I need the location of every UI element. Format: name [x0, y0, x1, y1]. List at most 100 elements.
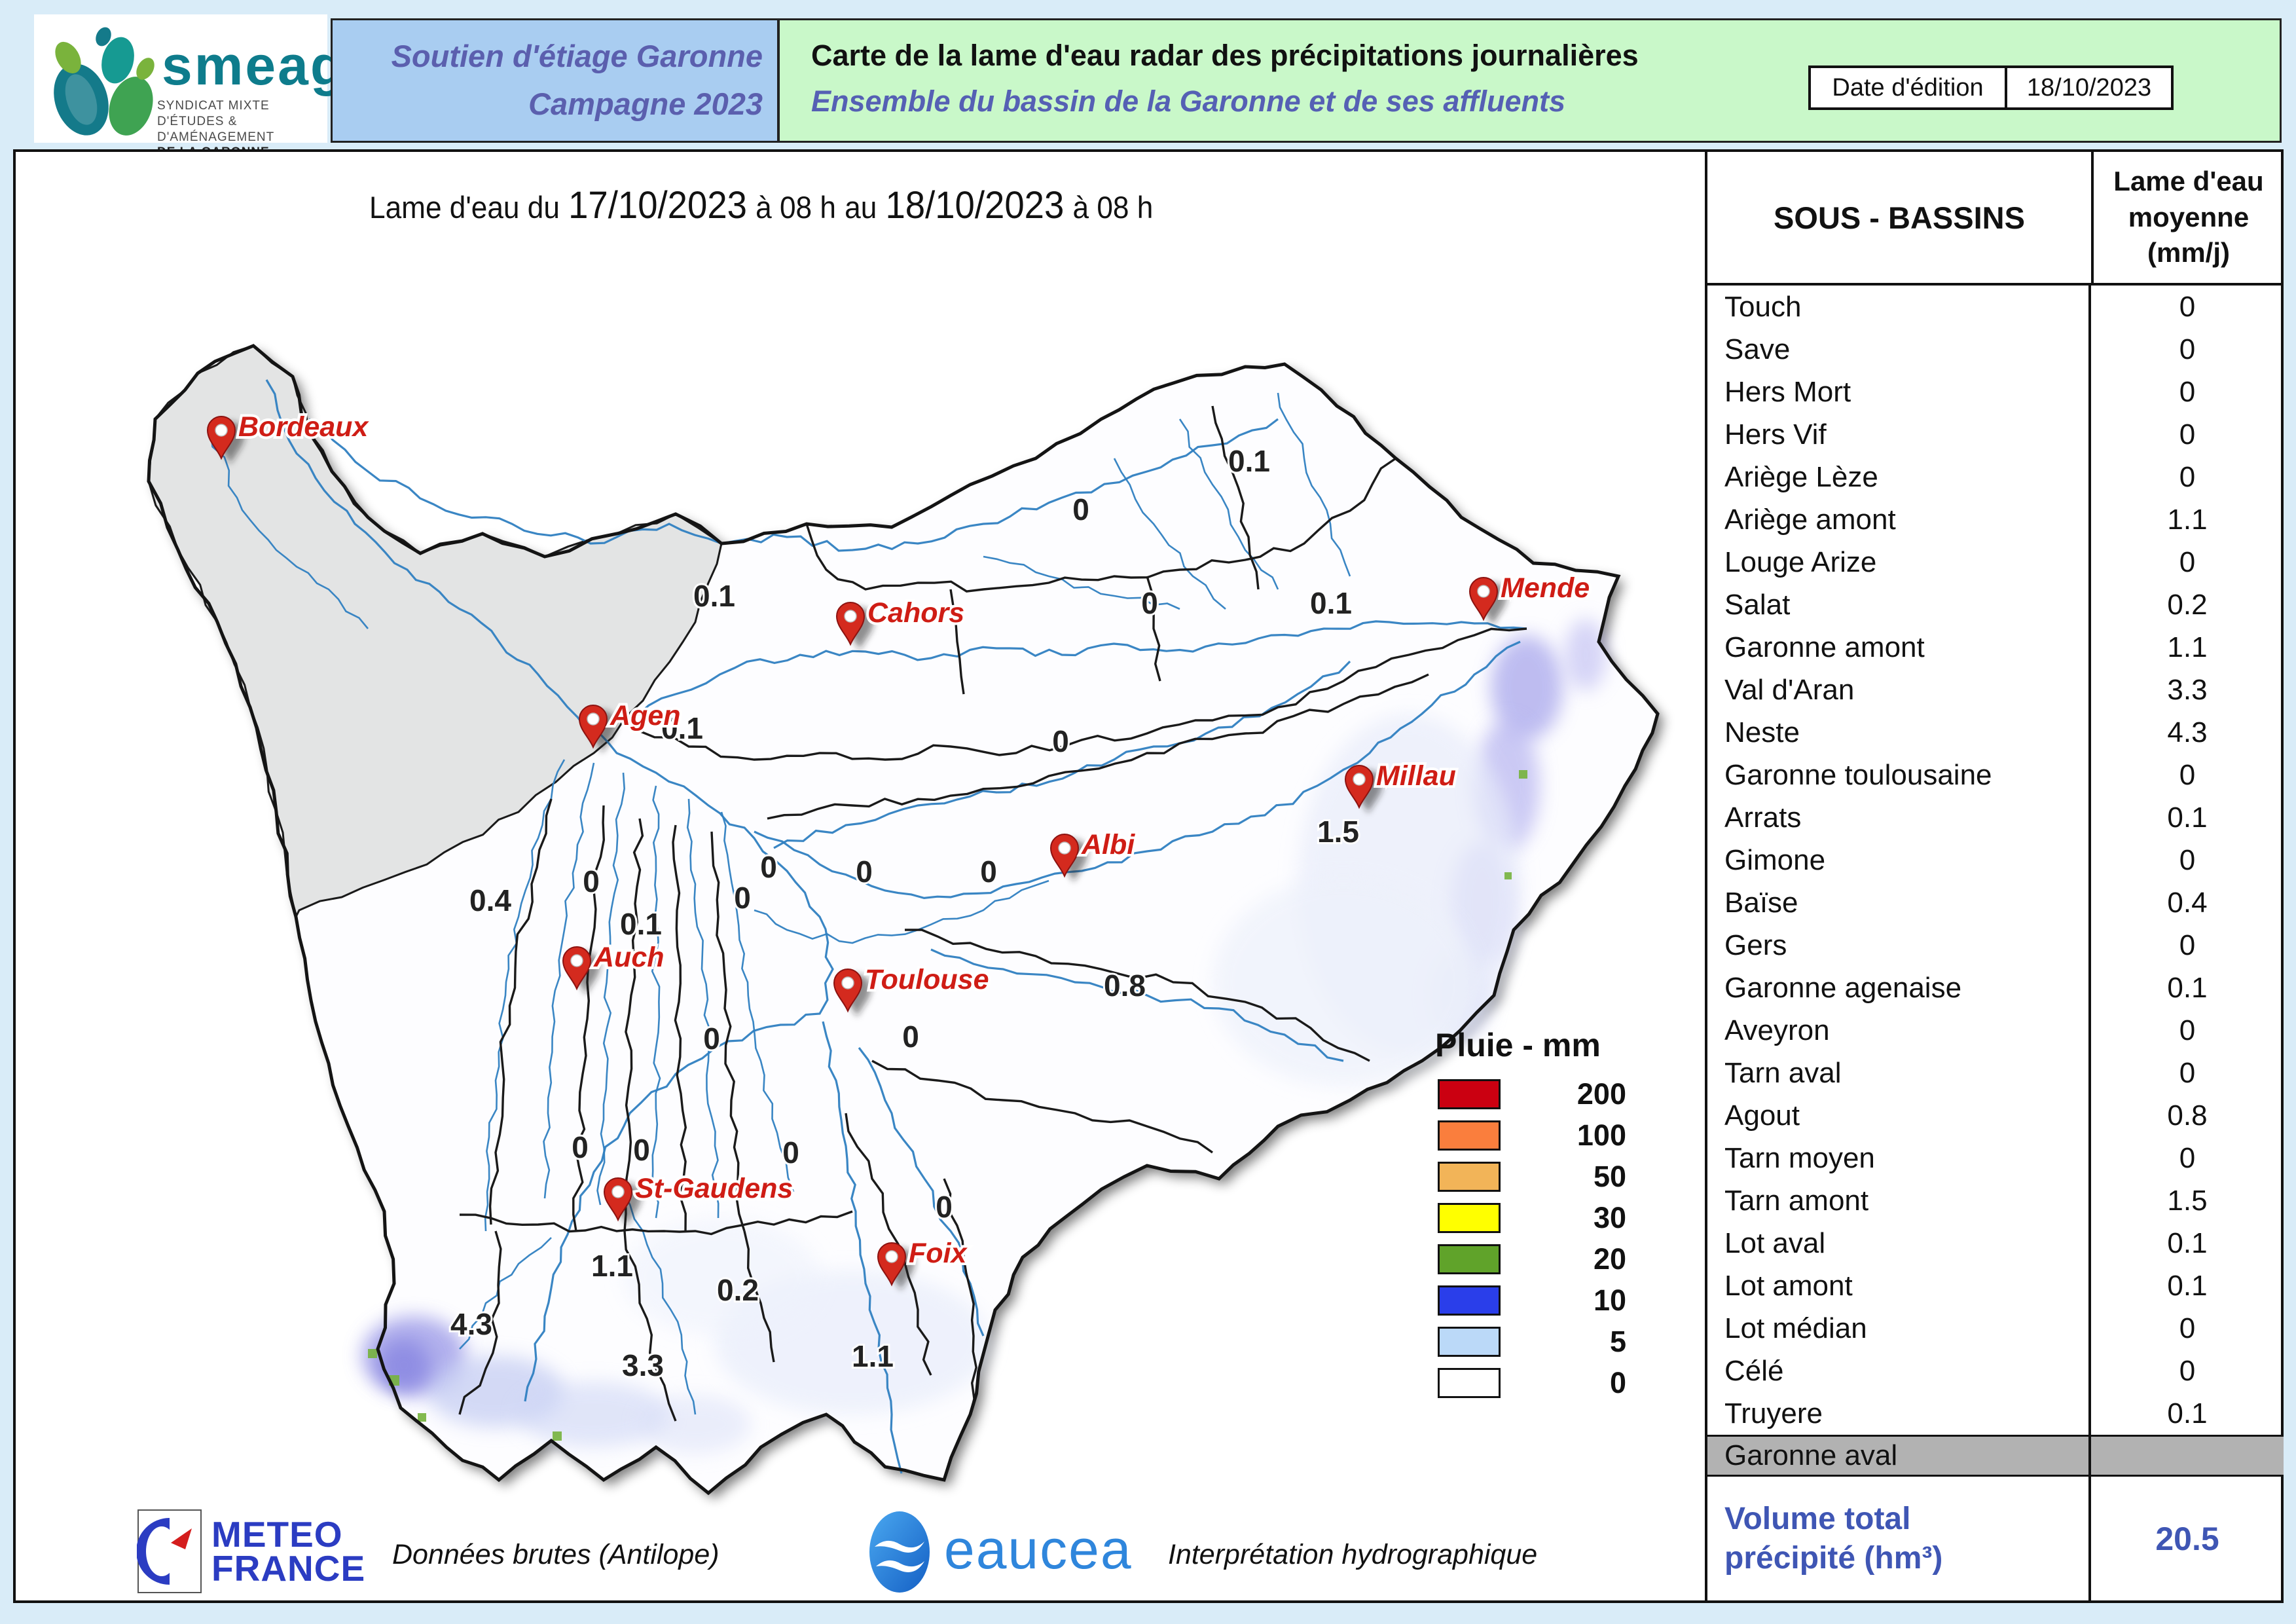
legend-entry: 200: [1417, 1077, 1633, 1111]
map-value: 0.8: [1104, 969, 1146, 1003]
page-subtitle: Ensemble du bassin de la Garonne et de s…: [811, 84, 1566, 118]
edition-date: Date d'édition 18/10/2023: [1808, 65, 2174, 110]
legend-swatch: [1438, 1367, 1501, 1398]
basin-value: 0: [2179, 333, 2196, 365]
map-value: 0: [572, 1130, 589, 1164]
basin-value: 0: [2179, 545, 2196, 578]
map-value: 0: [980, 855, 997, 889]
pin-hole: [841, 976, 854, 989]
map-title-date-to: 18/10/2023: [885, 184, 1065, 227]
map-value: 0: [936, 1190, 953, 1224]
map-value: 0: [633, 1133, 650, 1167]
basin-value: 4.3: [2167, 716, 2208, 748]
basin-name: Gimone: [1707, 839, 2091, 881]
sub-basins-table: SOUS - BASSINS Lame d'eau moyenne (mm/j)…: [1705, 152, 2284, 1600]
basin-name: Garonne agenaise: [1707, 967, 2091, 1009]
legend-value: 50: [1593, 1159, 1626, 1193]
table-header-basins: SOUS - BASSINS: [1707, 152, 2094, 283]
basin-value: 0: [2179, 375, 2196, 408]
basin-value: 0: [2179, 929, 2196, 961]
table-rows: Touch 0 Save 0 Hers Mort 0 Hers Vif 0 Ariège Lèz…: [1707, 286, 2284, 1435]
pin-hole: [1477, 585, 1490, 598]
map-pin-icon: [1344, 765, 1374, 809]
table-row: Val d'Aran 3.3: [1707, 669, 2284, 711]
map-pin-icon: [833, 969, 863, 1013]
table-row: Tarn aval 0: [1707, 1052, 2284, 1094]
pin-hole: [611, 1185, 625, 1198]
table-row: Garonne agenaise 0.1: [1707, 967, 2284, 1009]
map-value: 0.1: [620, 907, 662, 941]
pin-hole: [1058, 841, 1071, 855]
smeag-brand: smeag: [162, 35, 346, 96]
legend-swatch: [1438, 1326, 1501, 1357]
table-row: Ariège Lèze 0: [1707, 456, 2284, 498]
map-value: 3.3: [622, 1348, 664, 1382]
table-row: Baïse 0.4: [1707, 881, 2284, 924]
basin-name: Célé: [1707, 1350, 2091, 1392]
volume-label-line1: Volume total: [1724, 1501, 1911, 1536]
legend-swatch: [1438, 1079, 1501, 1109]
table-row-garonne-aval: Garonne aval: [1707, 1435, 2284, 1477]
table-row: Lot amont 0.1: [1707, 1264, 2284, 1307]
map-value: 0.4: [469, 883, 511, 917]
map-title-mid: au: [845, 190, 877, 225]
city-marker: Foix: [877, 1235, 970, 1291]
volume-label: Volume total précipité (hm³): [1707, 1477, 2091, 1600]
map-value: 1.5: [1317, 815, 1359, 849]
basin-name: Truyere: [1707, 1392, 2091, 1435]
table-row: Garonne toulousaine 0: [1707, 754, 2284, 796]
table-row: Gers 0: [1707, 924, 2284, 967]
basin-value: 1.5: [2167, 1184, 2208, 1217]
legend-value: 0: [1609, 1365, 1626, 1399]
map-value: 0: [760, 850, 777, 884]
campaign-line1: Soutien d'étiage Garonne: [391, 39, 763, 74]
table-row: Aveyron 0: [1707, 1009, 2284, 1052]
table-row: Garonne amont 1.1: [1707, 626, 2284, 669]
legend-value: 100: [1576, 1118, 1626, 1152]
basin-value: 0: [2179, 1056, 2196, 1089]
legend-entry: 0: [1417, 1365, 1633, 1399]
map-title-date-from: 17/10/2023: [568, 184, 747, 227]
map-pin-icon: [578, 705, 608, 749]
basin-name: Arrats: [1707, 796, 2091, 839]
legend-rows: 200 100 50 30 20 10 5 0: [1417, 1077, 1633, 1399]
legend-entry: 5: [1417, 1324, 1633, 1358]
basin-name: Val d'Aran: [1707, 669, 2091, 711]
basin-name: Hers Vif: [1707, 413, 2091, 456]
map-title: Lame d'eau du 17/10/2023 à 08 h au 18/10…: [369, 183, 1153, 227]
map-value: 4.3: [450, 1307, 492, 1341]
city-label: Bordeaux: [238, 411, 369, 443]
city-marker: Cahors: [835, 595, 967, 650]
city-marker: Toulouse: [833, 961, 992, 1017]
meteo-france-wordmark: METEO FRANCE: [211, 1516, 365, 1587]
basin-value: 0: [2179, 460, 2196, 493]
eaucea-icon: [869, 1511, 930, 1593]
table-row: Tarn moyen 0: [1707, 1137, 2284, 1179]
basin-value: 0: [2179, 1354, 2196, 1387]
basin-name: Agout: [1707, 1094, 2091, 1137]
map-pin-icon: [877, 1242, 907, 1287]
basin-value: 0: [2179, 758, 2196, 791]
basin-name: Lot amont: [1707, 1264, 2091, 1307]
page-title: Carte de la lame d'eau radar des précipi…: [811, 39, 1639, 72]
map-value: 0: [1141, 586, 1158, 620]
eaucea-logo: eaucea: [867, 1509, 1133, 1595]
map-value: 0: [902, 1020, 919, 1054]
map-value: 0.1: [1310, 586, 1352, 620]
city-marker: Mende: [1468, 570, 1592, 625]
city-label: Auch: [593, 942, 665, 973]
smeag-sub2: D'ÉTUDES & D'AMÉNAGEMENT: [157, 114, 275, 144]
legend-swatch: [1438, 1161, 1501, 1192]
title-banner: Carte de la lame d'eau radar des précipi…: [778, 18, 2282, 143]
basin-name: Salat: [1707, 583, 2091, 626]
table-row: Ariège amont 1.1: [1707, 498, 2284, 541]
precipitation-legend: Pluie - mm 200 100 50 30 20 10 5 0: [1417, 1026, 1633, 1409]
map-pin-icon: [1049, 834, 1080, 878]
legend-value: 5: [1609, 1324, 1626, 1358]
data-source-note: Données brutes (Antilope): [392, 1539, 720, 1570]
pin-hole: [844, 610, 857, 623]
table-row: Louge Arize 0: [1707, 541, 2284, 583]
map-value: 0.2: [717, 1273, 759, 1307]
legend-value: 30: [1593, 1200, 1626, 1234]
city-label: Foix: [909, 1238, 968, 1269]
